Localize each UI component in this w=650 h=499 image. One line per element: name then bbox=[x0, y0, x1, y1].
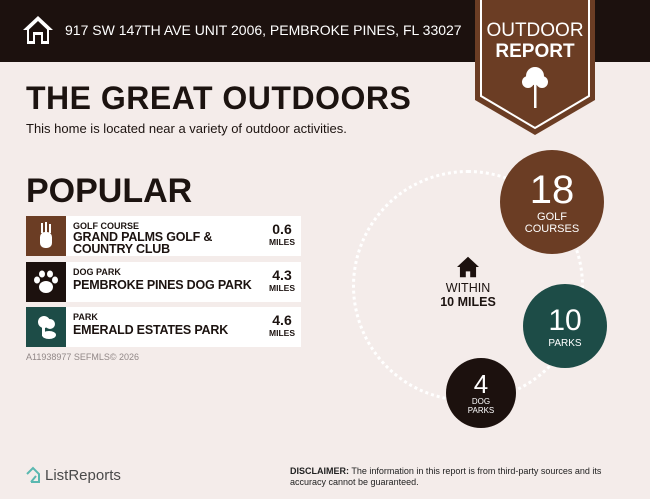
stat-count: 18 bbox=[529, 168, 575, 212]
within-line2: 10 MILES bbox=[440, 295, 496, 309]
popular-item: DOG PARK PEMBROKE PINES DOG PARK 4.3 MILE… bbox=[26, 262, 301, 302]
popular-heading: POPULAR bbox=[26, 172, 193, 210]
within-line1: WITHIN bbox=[445, 281, 491, 295]
golf-bag-icon bbox=[26, 216, 66, 256]
house-logo-icon bbox=[26, 466, 40, 483]
popular-item: GOLF COURSE GRAND PALMS GOLF & COUNTRY C… bbox=[26, 216, 301, 256]
outdoor-report-badge bbox=[475, 0, 595, 135]
item-category: DOG PARK bbox=[73, 267, 121, 277]
stat-label: PARKS bbox=[548, 337, 582, 349]
park-icon bbox=[26, 307, 66, 347]
item-unit: MILES bbox=[269, 328, 295, 338]
item-unit: MILES bbox=[269, 237, 295, 247]
item-distance: 4.6 bbox=[272, 312, 292, 328]
dog-parks-stat: 4 DOG PARKS bbox=[446, 358, 516, 428]
watermark: A11938977 SEFMLS© 2026 bbox=[26, 352, 140, 362]
property-address: 917 SW 147TH AVE UNIT 2006, PEMBROKE PIN… bbox=[65, 22, 462, 38]
page-title: THE GREAT OUTDOORS bbox=[26, 80, 412, 116]
disclaimer: DISCLAIMER: The information in this repo… bbox=[290, 466, 602, 487]
item-name: GRAND PALMS GOLF & COUNTRY CLUB bbox=[73, 230, 213, 256]
item-category: GOLF COURSE bbox=[73, 221, 140, 231]
stat-count: 4 bbox=[473, 369, 489, 399]
popular-item: PARK EMERALD ESTATES PARK 4.6 MILES bbox=[26, 307, 301, 347]
item-category: PARK bbox=[73, 312, 98, 322]
item-name: EMERALD ESTATES PARK bbox=[73, 323, 229, 337]
stat-count: 10 bbox=[548, 303, 582, 337]
home-icon bbox=[457, 256, 479, 278]
parks-stat: 10 PARKS bbox=[523, 284, 607, 368]
item-distance: 0.6 bbox=[272, 221, 292, 237]
listreports-logo: ListReports bbox=[25, 466, 121, 484]
within-label: WITHIN 10 MILES bbox=[418, 256, 518, 309]
item-unit: MILES bbox=[269, 283, 295, 293]
tree-icon bbox=[522, 67, 548, 108]
home-icon bbox=[23, 16, 53, 44]
paw-icon bbox=[26, 262, 66, 302]
stat-label: GOLF COURSES bbox=[524, 211, 580, 235]
badge-line1: OUTDOOR bbox=[486, 20, 584, 41]
item-name: PEMBROKE PINES DOG PARK bbox=[73, 278, 252, 292]
stat-label: DOG PARKS bbox=[467, 397, 495, 415]
item-distance: 4.3 bbox=[272, 267, 292, 283]
badge-line2: REPORT bbox=[495, 41, 575, 62]
page-subtitle: This home is located near a variety of o… bbox=[26, 121, 347, 136]
golf-courses-stat: 18 GOLF COURSES bbox=[500, 150, 604, 254]
